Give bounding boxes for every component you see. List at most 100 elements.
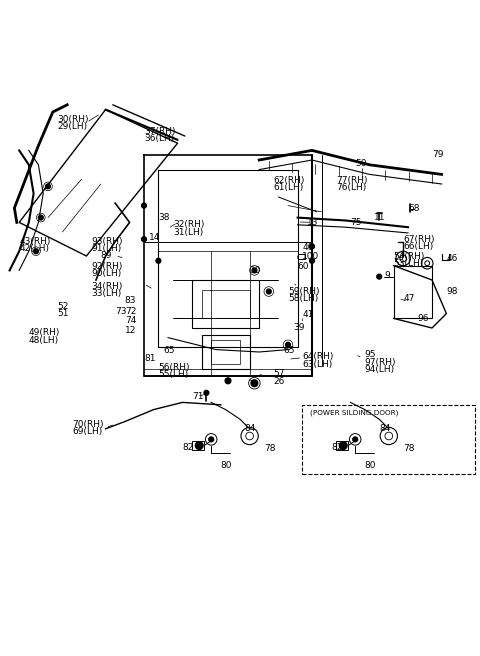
Text: 78: 78 — [403, 445, 415, 453]
Text: 36(LH): 36(LH) — [144, 134, 174, 143]
Text: 58(LH): 58(LH) — [288, 294, 318, 302]
Text: 41: 41 — [302, 310, 314, 319]
Bar — [298, 254, 305, 259]
Bar — [192, 441, 204, 451]
Text: 78: 78 — [264, 445, 276, 453]
Text: 65: 65 — [283, 346, 295, 355]
Circle shape — [353, 437, 358, 441]
Text: 74: 74 — [125, 316, 136, 325]
Text: 52: 52 — [58, 302, 69, 311]
Bar — [336, 441, 348, 451]
Text: 67(RH): 67(RH) — [403, 235, 435, 243]
Circle shape — [225, 378, 231, 384]
Text: (POWER SILDING DOOR): (POWER SILDING DOOR) — [310, 410, 398, 416]
Text: 57: 57 — [274, 369, 285, 378]
Circle shape — [34, 249, 38, 254]
Bar — [302, 405, 475, 474]
Polygon shape — [19, 110, 178, 256]
Text: 79: 79 — [432, 150, 444, 159]
Text: 40: 40 — [302, 243, 314, 252]
Text: 64(RH): 64(RH) — [302, 352, 334, 361]
Circle shape — [195, 441, 203, 449]
Text: 84: 84 — [245, 424, 256, 434]
Text: 14: 14 — [149, 234, 160, 242]
Text: 96: 96 — [418, 314, 429, 323]
Bar — [202, 289, 250, 318]
Text: 63(LH): 63(LH) — [302, 359, 333, 369]
Text: 91(LH): 91(LH) — [91, 244, 121, 253]
Text: 38: 38 — [158, 213, 170, 222]
Text: 59(RH): 59(RH) — [288, 287, 320, 296]
Text: 81: 81 — [144, 354, 156, 363]
Text: 82: 82 — [182, 443, 194, 451]
Text: 65: 65 — [163, 346, 175, 355]
Text: 32(RH): 32(RH) — [173, 220, 204, 230]
Text: 56(RH): 56(RH) — [158, 363, 190, 372]
Text: 68: 68 — [408, 205, 420, 213]
Text: 90(LH): 90(LH) — [91, 269, 121, 278]
Text: 62(RH): 62(RH) — [274, 176, 305, 184]
Text: 89: 89 — [101, 251, 112, 260]
Circle shape — [339, 441, 347, 449]
Text: 33(LH): 33(LH) — [91, 289, 121, 298]
Circle shape — [38, 215, 43, 220]
Circle shape — [286, 342, 290, 347]
Text: 66(LH): 66(LH) — [403, 242, 433, 251]
Circle shape — [204, 390, 209, 395]
Text: 94(LH): 94(LH) — [365, 365, 395, 375]
Bar — [202, 335, 250, 369]
Text: 83: 83 — [125, 296, 136, 304]
Text: 80: 80 — [365, 461, 376, 470]
Text: 93(RH): 93(RH) — [91, 237, 123, 246]
Text: 50: 50 — [355, 159, 367, 168]
Text: 54(RH): 54(RH) — [394, 251, 425, 260]
Text: 37(RH): 37(RH) — [144, 127, 176, 136]
Text: 80: 80 — [221, 461, 232, 470]
Text: 43(RH): 43(RH) — [19, 237, 50, 246]
Circle shape — [266, 289, 271, 294]
Text: 42(LH): 42(LH) — [19, 244, 49, 253]
Text: 30(RH): 30(RH) — [58, 115, 89, 124]
Bar — [394, 266, 432, 318]
Text: 12: 12 — [125, 326, 136, 335]
Text: 48(LH): 48(LH) — [29, 335, 59, 344]
Circle shape — [46, 184, 50, 189]
Circle shape — [209, 437, 214, 441]
Text: 82: 82 — [331, 443, 343, 451]
Text: 11: 11 — [374, 213, 386, 222]
Text: 46: 46 — [446, 254, 458, 263]
Text: 51: 51 — [58, 309, 69, 318]
Text: 77(RH): 77(RH) — [336, 176, 368, 184]
Text: 72: 72 — [125, 307, 136, 316]
Circle shape — [142, 237, 146, 241]
Text: 49(RH): 49(RH) — [29, 328, 60, 337]
Text: 97(RH): 97(RH) — [365, 358, 396, 367]
Text: 71: 71 — [192, 392, 204, 401]
Text: 61(LH): 61(LH) — [274, 183, 304, 192]
Text: 31(LH): 31(LH) — [173, 228, 203, 237]
Text: 26: 26 — [274, 377, 285, 386]
Text: 9: 9 — [384, 271, 390, 279]
Text: 98: 98 — [446, 287, 458, 297]
Text: 69(LH): 69(LH) — [72, 426, 102, 436]
Text: 10: 10 — [250, 266, 261, 275]
Text: 53(LH): 53(LH) — [394, 258, 424, 268]
Text: 39: 39 — [293, 323, 304, 333]
Text: 13: 13 — [307, 218, 319, 227]
Text: 34(RH): 34(RH) — [91, 281, 122, 291]
Text: 75: 75 — [350, 218, 362, 227]
Bar — [211, 340, 240, 364]
Text: 29(LH): 29(LH) — [58, 122, 88, 131]
Text: 95: 95 — [365, 350, 376, 359]
Text: 92(RH): 92(RH) — [91, 262, 122, 271]
Circle shape — [142, 203, 146, 208]
Text: 100: 100 — [302, 253, 320, 262]
Bar — [192, 280, 259, 328]
Text: 70(RH): 70(RH) — [72, 419, 104, 428]
Circle shape — [310, 244, 314, 249]
Circle shape — [377, 274, 382, 279]
Text: 60: 60 — [298, 262, 309, 271]
Circle shape — [310, 258, 314, 263]
Circle shape — [251, 380, 258, 386]
Circle shape — [252, 268, 257, 273]
